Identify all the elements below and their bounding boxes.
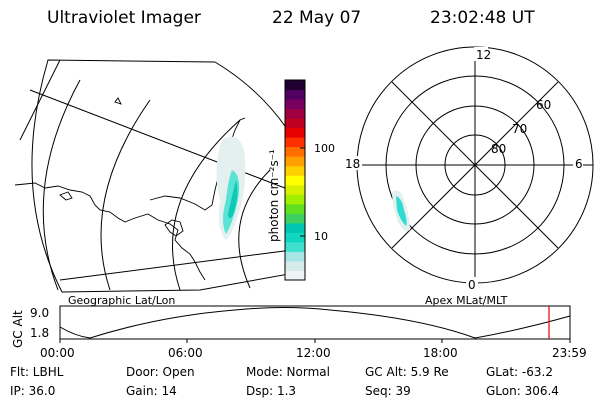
polar-dial xyxy=(356,46,594,284)
lon-line xyxy=(59,249,293,281)
instrument-title: Ultraviolet Imager xyxy=(47,8,201,28)
coastline xyxy=(59,191,73,201)
time-tick-label: 06:00 xyxy=(168,346,203,360)
mlt-label-bg xyxy=(344,156,362,170)
coastline xyxy=(149,117,246,211)
colorbar-band xyxy=(285,194,305,205)
dsp-info: Dsp: 1.3 xyxy=(246,384,297,398)
lon-line xyxy=(29,89,291,191)
mode-info: Mode: Normal xyxy=(246,365,330,379)
colorbar-band xyxy=(285,146,305,157)
geo-aurora xyxy=(216,136,246,240)
door-info: Door: Open xyxy=(126,365,195,379)
geographic-map xyxy=(14,59,301,293)
mlt-label-bg xyxy=(466,277,478,291)
time-tick-label: 00:00 xyxy=(40,346,75,360)
colorbar-band xyxy=(285,260,305,271)
date-label: 22 May 07 xyxy=(272,8,362,28)
altitude-curve xyxy=(59,307,571,339)
coastline xyxy=(14,182,206,281)
lat-line xyxy=(238,169,271,289)
colorbar-band xyxy=(285,80,305,91)
time-label: 23:02:48 UT xyxy=(430,8,535,28)
mlt-label-bg xyxy=(474,47,488,61)
colorbar-band xyxy=(285,251,305,262)
colorbar-band xyxy=(285,108,305,119)
altitude-tick-low: 1.8 xyxy=(30,326,49,340)
lat-label-70: 70 xyxy=(512,122,527,136)
colorbar-band xyxy=(285,175,305,186)
seq-info: Seq: 39 xyxy=(365,384,411,398)
time-tick-label: 18:00 xyxy=(423,346,458,360)
colorbar-tick-100: 100 xyxy=(314,142,335,155)
mlt-label-6: 6 xyxy=(575,157,583,171)
colorbar-band xyxy=(285,89,305,100)
colorbar-band xyxy=(285,241,305,252)
lat-line xyxy=(172,119,241,291)
glon-info: GLon: 306.4 xyxy=(486,384,559,398)
time-tick-label: 23:59 xyxy=(552,346,587,360)
lat-line xyxy=(42,79,81,291)
colorbar-label: photon cm⁻²s⁻¹ xyxy=(267,149,281,242)
ip-info: IP: 36.0 xyxy=(10,384,56,398)
polar-diag-2 xyxy=(391,81,559,249)
gc-alt-info: GC Alt: 5.9 Re xyxy=(365,365,449,379)
colorbar-band xyxy=(285,137,305,148)
colorbar-band xyxy=(285,127,305,138)
lat-label-80: 80 xyxy=(491,142,506,156)
colorbar-frame xyxy=(284,79,306,281)
coastline xyxy=(114,97,122,105)
colorbar-band xyxy=(285,213,305,224)
mlt-label-18: 18 xyxy=(345,157,360,171)
filter-info: Flt: LBHL xyxy=(10,365,64,379)
colorbar-tick-10: 10 xyxy=(314,230,328,243)
mlt-label-0: 0 xyxy=(468,278,476,292)
colorbar-band xyxy=(285,222,305,233)
glat-info: GLat: -63.2 xyxy=(486,365,553,379)
altitude-axis-label: GC Alt xyxy=(11,310,25,348)
colorbar-band xyxy=(285,165,305,176)
geographic-map-label: Geographic Lat/Lon xyxy=(68,294,175,307)
colorbar-band xyxy=(285,156,305,167)
coastline xyxy=(164,219,184,237)
colorbar xyxy=(285,80,305,281)
colorbar-band xyxy=(285,99,305,110)
apex-map-label: Apex MLat/MLT xyxy=(425,294,508,307)
lat-line xyxy=(100,99,151,291)
polar-aurora xyxy=(392,190,410,231)
colorbar-band xyxy=(285,203,305,214)
lon-line xyxy=(19,59,61,141)
altitude-tick-high: 9.0 xyxy=(30,306,49,320)
colorbar-band xyxy=(285,232,305,243)
colorbar-band xyxy=(285,118,305,129)
lat-label-60: 60 xyxy=(536,98,551,112)
time-tick-label: 12:00 xyxy=(296,346,331,360)
map-boundary xyxy=(31,59,301,293)
gain-info: Gain: 14 xyxy=(126,384,177,398)
colorbar-band xyxy=(285,270,305,281)
colorbar-band xyxy=(285,184,305,195)
mlt-label-12: 12 xyxy=(476,48,491,62)
mlt-label-bg xyxy=(573,156,583,170)
